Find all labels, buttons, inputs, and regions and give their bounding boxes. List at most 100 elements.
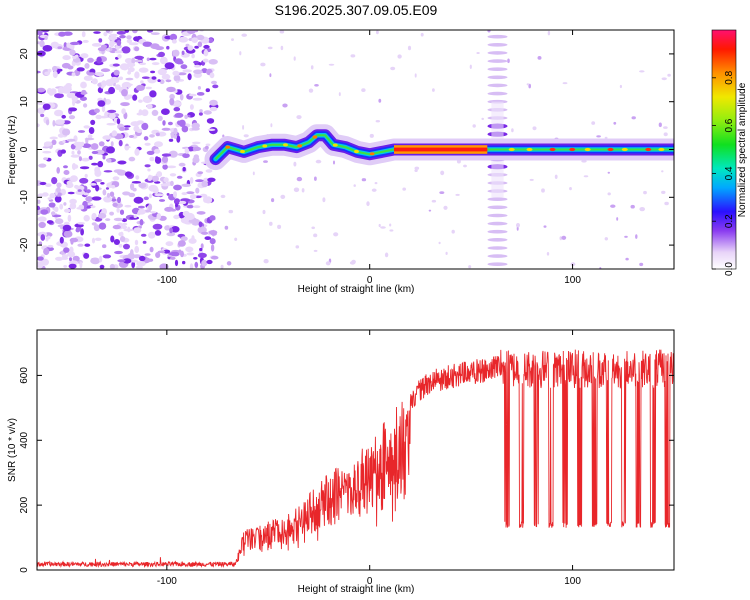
noise-blob bbox=[84, 63, 90, 69]
noise-blob bbox=[169, 98, 175, 106]
noise-blob bbox=[152, 223, 163, 230]
noise-blob bbox=[123, 228, 134, 232]
noise-blob bbox=[167, 121, 173, 126]
noise-blob bbox=[282, 103, 288, 108]
noise-blob bbox=[106, 158, 112, 163]
noise-blob bbox=[80, 53, 89, 59]
noise-blob bbox=[100, 182, 105, 185]
noise-blob bbox=[38, 163, 47, 168]
noise-blob bbox=[132, 94, 138, 101]
noise-blob bbox=[148, 193, 152, 199]
noise-blob bbox=[63, 202, 67, 206]
track-dot bbox=[283, 143, 288, 147]
snr-x-ticks: -100 0 100 bbox=[157, 330, 581, 587]
noise-blob bbox=[166, 165, 177, 169]
noise-blob bbox=[168, 138, 174, 142]
noise-blob bbox=[293, 161, 297, 167]
noise-blob bbox=[133, 227, 142, 234]
noise-blob bbox=[51, 177, 58, 185]
noise-blob bbox=[220, 194, 226, 199]
noise-blob bbox=[60, 149, 66, 154]
noise-blob bbox=[203, 110, 212, 115]
noise-blob bbox=[90, 143, 99, 150]
noise-blob bbox=[463, 164, 467, 168]
noise-blob bbox=[53, 207, 58, 211]
noise-blob bbox=[37, 205, 41, 211]
noise-blob bbox=[38, 221, 46, 229]
noise-blob bbox=[267, 46, 273, 50]
noise-blob bbox=[667, 73, 671, 77]
noise-blob bbox=[639, 207, 645, 212]
noise-blob bbox=[201, 180, 208, 188]
noise-blob bbox=[117, 169, 127, 176]
noise-blob bbox=[83, 214, 90, 222]
noise-blob bbox=[162, 164, 168, 170]
noise-blob bbox=[78, 204, 85, 210]
noise-blob bbox=[243, 134, 249, 138]
noise-blob bbox=[158, 199, 166, 202]
noise-blob bbox=[109, 40, 115, 48]
side-band-blob bbox=[487, 34, 508, 39]
noise-blob bbox=[389, 229, 394, 232]
noise-blob bbox=[134, 46, 140, 52]
noise-blob bbox=[315, 159, 322, 164]
noise-blob bbox=[134, 245, 140, 254]
noise-blob bbox=[137, 205, 145, 209]
noise-blob bbox=[195, 187, 200, 194]
noise-blob bbox=[376, 30, 379, 35]
noise-blob bbox=[163, 177, 169, 183]
noise-blob bbox=[37, 70, 41, 74]
noise-blob bbox=[97, 160, 104, 168]
noise-blob bbox=[57, 46, 63, 50]
noise-blob bbox=[169, 93, 175, 100]
noise-blob bbox=[142, 240, 147, 244]
noise-blob bbox=[87, 57, 94, 63]
noise-blob bbox=[532, 126, 537, 131]
noise-blob bbox=[630, 204, 635, 209]
noise-blob bbox=[45, 183, 52, 187]
noise-blob bbox=[82, 39, 89, 43]
noise-blob bbox=[209, 99, 218, 106]
track-dot bbox=[297, 144, 303, 148]
noise-blob bbox=[210, 232, 217, 236]
noise-blob bbox=[128, 192, 136, 198]
noise-blob bbox=[41, 192, 49, 197]
noise-blob bbox=[42, 103, 51, 110]
noise-blob bbox=[118, 243, 123, 248]
noise-blob bbox=[63, 247, 70, 253]
noise-blob bbox=[109, 113, 116, 120]
noise-blob bbox=[165, 241, 174, 247]
noise-blob bbox=[75, 190, 86, 196]
noise-blob bbox=[119, 35, 126, 39]
noise-blob bbox=[226, 261, 232, 266]
noise-blob bbox=[263, 259, 269, 264]
noise-blob bbox=[154, 230, 162, 236]
noise-blob bbox=[350, 54, 356, 58]
track-dot bbox=[240, 149, 245, 154]
noise-blob bbox=[67, 214, 72, 222]
colorbar-label: Normalized spectral amplitude bbox=[737, 82, 748, 217]
side-band-blob bbox=[487, 254, 508, 258]
noise-blob bbox=[192, 97, 203, 101]
noise-blob bbox=[173, 74, 181, 82]
noise-blob bbox=[280, 194, 286, 199]
noise-blob bbox=[561, 235, 567, 240]
noise-blob bbox=[63, 165, 68, 169]
noise-blob bbox=[193, 60, 200, 64]
noise-blob bbox=[72, 55, 77, 60]
noise-blob bbox=[127, 66, 135, 73]
noise-blob bbox=[49, 136, 58, 140]
noise-blob bbox=[181, 125, 189, 133]
noise-blob bbox=[118, 126, 126, 131]
noise-blob bbox=[516, 223, 520, 228]
noise-blob bbox=[114, 50, 123, 54]
noise-blob bbox=[389, 223, 392, 227]
noise-blob bbox=[188, 93, 197, 97]
noise-blob bbox=[528, 83, 531, 89]
noise-blob bbox=[146, 103, 153, 110]
noise-blob bbox=[170, 256, 176, 260]
noise-blob bbox=[131, 181, 142, 184]
noise-blob bbox=[80, 91, 88, 95]
noise-blob bbox=[186, 252, 195, 256]
